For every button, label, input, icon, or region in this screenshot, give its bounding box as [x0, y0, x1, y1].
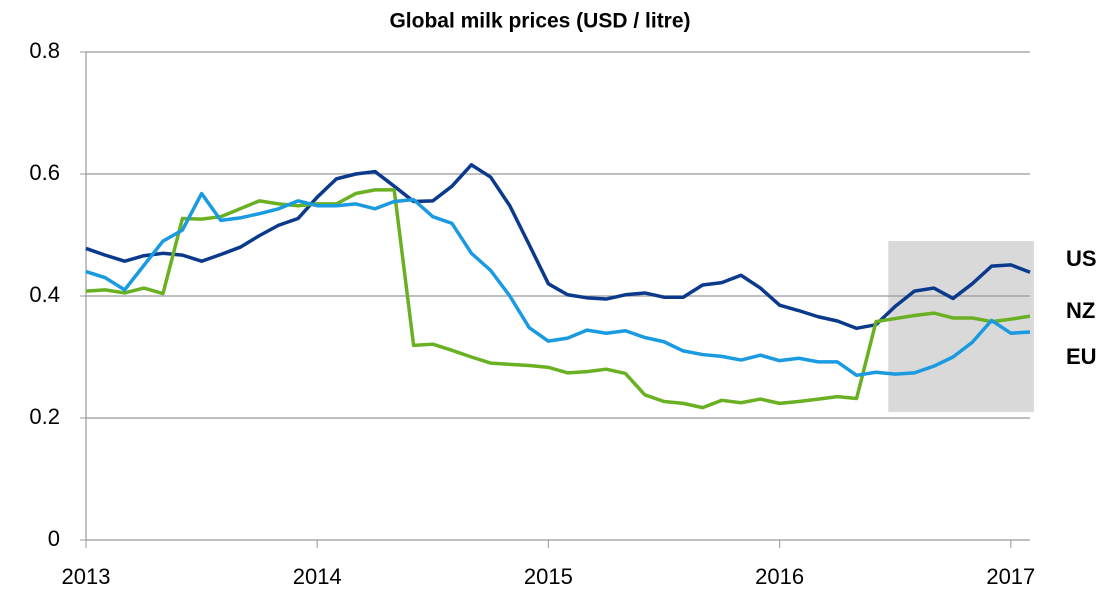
series-label: EU [1066, 344, 1097, 369]
y-tick-label: 0.6 [29, 160, 60, 185]
x-tick-label: 2015 [524, 564, 573, 589]
y-tick-label: 0 [48, 526, 60, 551]
x-tick-label: 2017 [986, 564, 1035, 589]
y-tick-label: 0.2 [29, 404, 60, 429]
series-line [85, 191, 1031, 378]
chart-title: Global milk prices (USD / litre) [389, 10, 690, 33]
series-line [85, 188, 1031, 410]
x-tick-label: 2013 [62, 564, 111, 589]
highlight-box [888, 241, 1034, 412]
y-tick-label: 0.8 [29, 38, 60, 63]
x-tick-label: 2014 [293, 564, 342, 589]
series-line [85, 163, 1031, 331]
y-tick-label: 0.4 [29, 282, 60, 307]
series-label: US [1066, 246, 1097, 271]
x-tick-label: 2016 [755, 564, 804, 589]
series-label: NZ [1066, 298, 1095, 323]
